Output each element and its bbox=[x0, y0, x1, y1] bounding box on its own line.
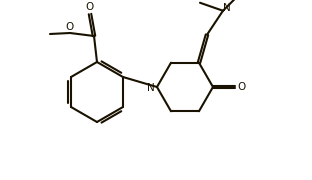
Text: O: O bbox=[238, 82, 246, 92]
Text: O: O bbox=[65, 22, 73, 32]
Text: O: O bbox=[85, 2, 93, 12]
Text: N: N bbox=[147, 83, 155, 93]
Text: N: N bbox=[223, 3, 231, 13]
